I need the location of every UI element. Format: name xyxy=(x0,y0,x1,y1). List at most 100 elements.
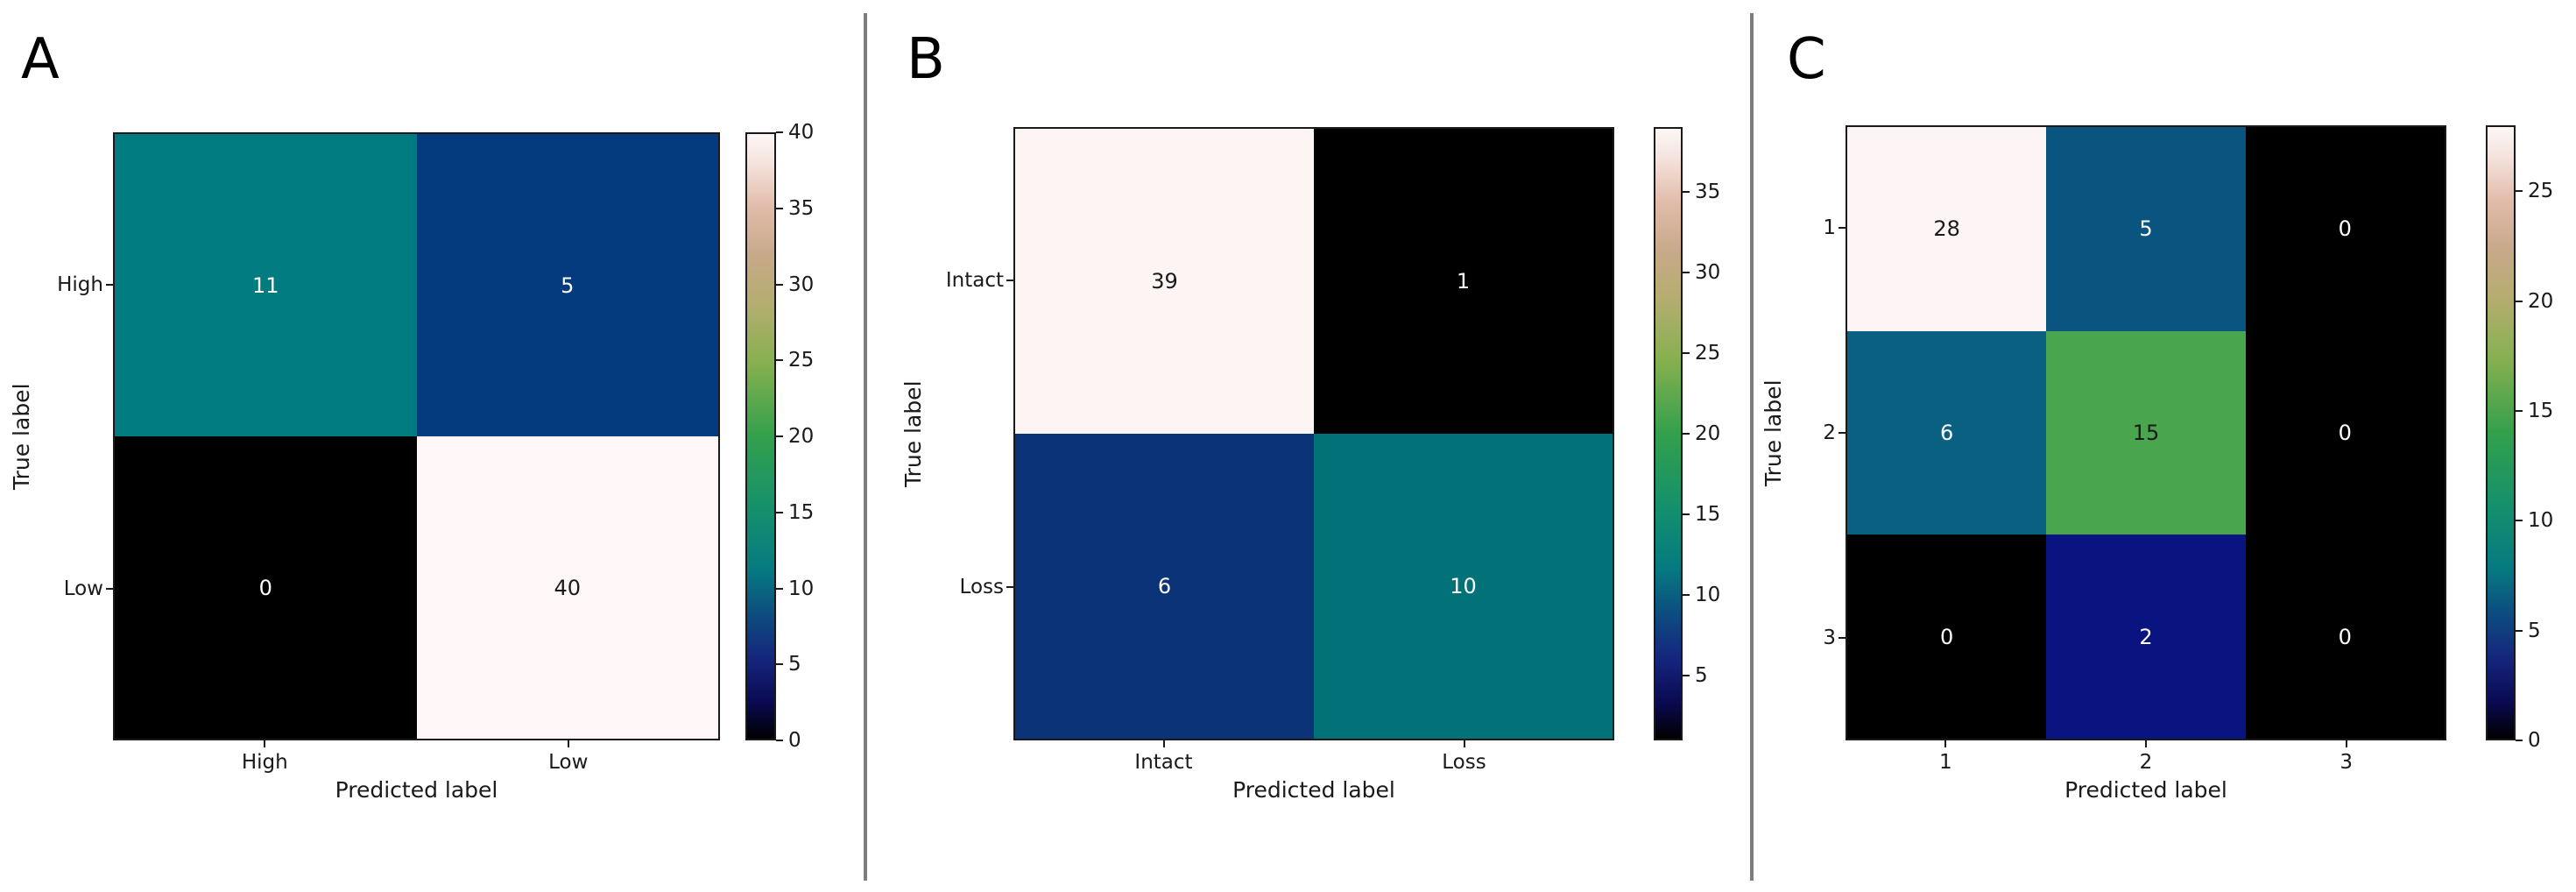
colorbar-tick-label: 10 xyxy=(788,577,815,600)
heatmap-cell: 28 xyxy=(1847,127,2047,331)
y-axis-label: True label xyxy=(900,380,926,487)
y-axis-label: True label xyxy=(1761,379,1786,486)
colorbar-tick-mark xyxy=(776,663,783,666)
cell-value: 0 xyxy=(2338,216,2352,242)
colorbar-tick-mark xyxy=(2516,300,2523,302)
colorbar-b xyxy=(1654,127,1683,740)
x-tick-mark xyxy=(1944,740,1947,747)
colorbar-tick-mark xyxy=(2516,740,2523,741)
panel-divider xyxy=(1750,13,1754,881)
colorbar-tick-mark xyxy=(2516,520,2523,522)
row-tick-label: Loss xyxy=(959,576,1004,598)
x-axis-label: Predicted label xyxy=(2064,777,2227,803)
heatmap-cell: 5 xyxy=(416,134,718,436)
colorbar-a xyxy=(745,132,776,740)
cell-value: 0 xyxy=(2338,420,2352,445)
colorbar-tick-mark xyxy=(776,359,783,362)
colorbar-tick-mark xyxy=(776,435,783,437)
x-tick-mark xyxy=(264,740,266,747)
colorbar-tick-label: 25 xyxy=(788,349,815,372)
panel-letter-b: B xyxy=(907,27,945,92)
confusion-matrix-c: 28 5 0 6 15 0 0 2 0 xyxy=(1846,125,2446,740)
x-axis-label: Predicted label xyxy=(335,777,498,803)
panel-letter-a: A xyxy=(21,27,60,92)
heatmap-cell: 0 xyxy=(1847,534,2047,739)
colorbar-tick-label: 0 xyxy=(2528,729,2541,752)
colorbar-tick-mark xyxy=(1683,190,1690,193)
x-tick-mark xyxy=(1162,740,1165,747)
heatmap-cell: 6 xyxy=(1847,330,2047,535)
colorbar-tick-label: 5 xyxy=(788,653,801,676)
x-axis-label: Predicted label xyxy=(1232,777,1395,803)
x-tick-mark xyxy=(567,740,569,747)
colorbar-tick-label: 20 xyxy=(1695,422,1721,445)
heatmap-cell: 5 xyxy=(2046,127,2246,331)
heatmap-cell: 0 xyxy=(2245,127,2445,331)
confusion-matrix-b: 39 1 6 10 xyxy=(1013,127,1614,740)
colorbar-tick-label: 20 xyxy=(2528,289,2554,313)
cell-value: 0 xyxy=(2338,624,2352,649)
cell-value: 11 xyxy=(251,273,279,298)
cell-value: 15 xyxy=(2132,420,2160,445)
colorbar-tick-mark xyxy=(1683,594,1690,597)
heatmap-cell: 10 xyxy=(1314,434,1613,739)
heatmap-cell: 1 xyxy=(1314,129,1613,434)
cell-value: 6 xyxy=(1940,420,1954,445)
row-tick-label: Intact xyxy=(945,269,1004,292)
colorbar-tick-mark xyxy=(1683,271,1690,273)
cell-value: 0 xyxy=(1940,624,1954,649)
colorbar-tick-mark xyxy=(1683,433,1690,435)
confusion-matrix-a: 11 5 0 40 xyxy=(113,132,720,740)
col-tick-label: Loss xyxy=(1442,751,1486,774)
heatmap-cell: 6 xyxy=(1015,434,1314,739)
heatmap-cell: 39 xyxy=(1015,129,1314,434)
col-tick-label: 2 xyxy=(2139,751,2153,774)
colorbar-tick-mark xyxy=(776,131,783,133)
colorbar-tick-mark xyxy=(1683,675,1690,677)
cell-value: 10 xyxy=(1450,574,1477,598)
x-tick-mark xyxy=(2345,740,2347,747)
y-tick-mark xyxy=(106,283,113,286)
row-tick-label: 3 xyxy=(1823,627,1836,649)
colorbar-tick-label: 15 xyxy=(2528,399,2554,422)
cell-value: 5 xyxy=(561,273,575,298)
colorbar-tick-mark xyxy=(1683,351,1690,354)
cell-value: 28 xyxy=(1933,216,1960,242)
colorbar-tick-label: 10 xyxy=(1695,584,1721,607)
panel-letter-c: C xyxy=(1787,27,1826,92)
colorbar-tick-mark xyxy=(776,283,783,286)
col-tick-label: High xyxy=(241,751,288,774)
colorbar-tick-mark xyxy=(776,207,783,209)
cell-value: 0 xyxy=(258,575,272,600)
col-tick-label: Low xyxy=(548,751,589,774)
colorbar-tick-mark xyxy=(776,511,783,513)
cell-value: 2 xyxy=(2139,624,2153,649)
colorbar-tick-label: 30 xyxy=(788,273,815,296)
colorbar-c xyxy=(2486,125,2516,740)
colorbar-tick-label: 35 xyxy=(1695,180,1721,203)
colorbar-tick-mark xyxy=(2516,409,2523,412)
row-tick-label: 2 xyxy=(1823,421,1836,444)
colorbar-tick-label: 30 xyxy=(1695,260,1721,284)
y-axis-label: True label xyxy=(9,383,34,490)
colorbar-tick-label: 25 xyxy=(1695,341,1721,365)
row-tick-label: Low xyxy=(63,577,103,600)
heatmap-cell: 15 xyxy=(2046,330,2246,535)
colorbar-tick-label: 5 xyxy=(1695,664,1708,688)
colorbar-tick-mark xyxy=(2516,629,2523,632)
row-tick-label: High xyxy=(57,273,103,296)
y-tick-mark xyxy=(106,587,113,590)
col-tick-label: Intact xyxy=(1134,751,1193,774)
col-tick-label: 1 xyxy=(1939,751,1952,774)
colorbar-tick-label: 25 xyxy=(2528,180,2554,203)
colorbar-tick-label: 10 xyxy=(2528,509,2554,533)
y-tick-mark xyxy=(1838,227,1846,229)
y-tick-mark xyxy=(1838,432,1846,434)
cell-value: 39 xyxy=(1151,269,1178,294)
y-tick-mark xyxy=(1006,280,1013,281)
y-tick-mark xyxy=(1006,586,1013,588)
colorbar-tick-mark xyxy=(776,587,783,590)
colorbar-tick-label: 0 xyxy=(788,729,801,752)
heatmap-cell: 0 xyxy=(2245,330,2445,535)
